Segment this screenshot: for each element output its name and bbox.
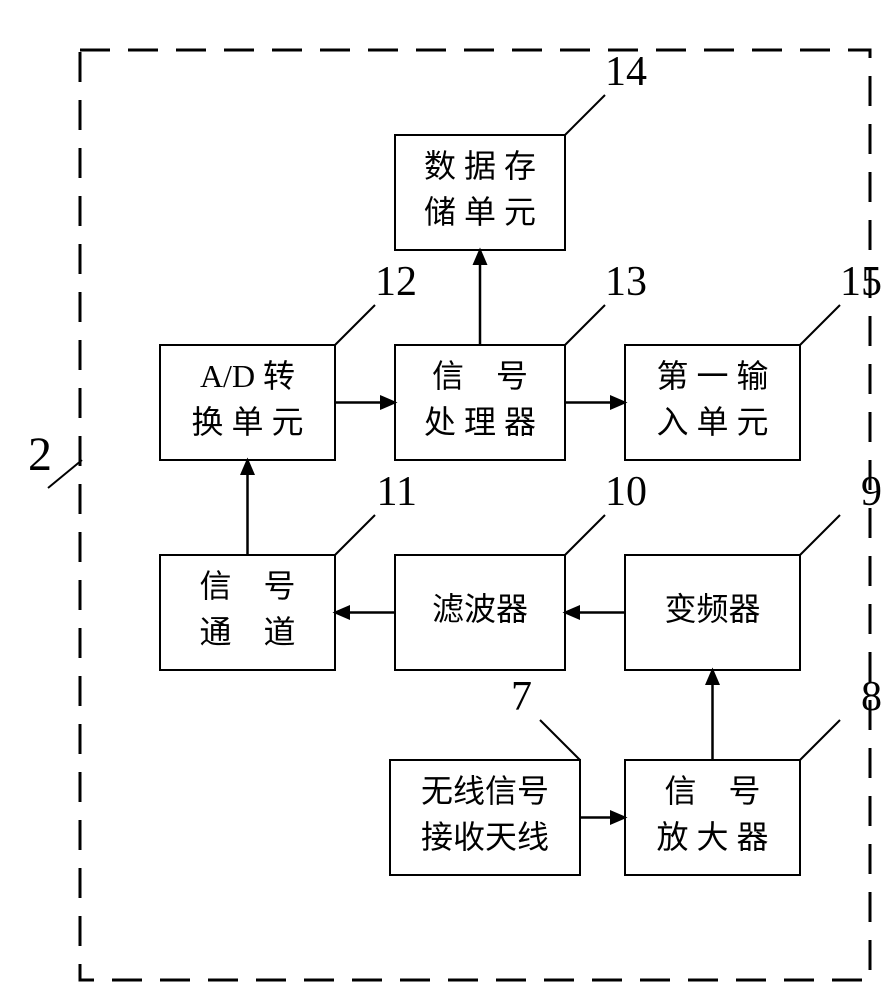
node-number: 8 <box>861 674 882 720</box>
node-text: 变频器 <box>664 591 760 627</box>
node-text-2: 处 理 器 <box>424 404 536 440</box>
node-text-1: 信 号 <box>432 358 528 394</box>
node-n11: 信 号通 道 11 <box>160 469 417 670</box>
node-text-1: 数 据 存 <box>424 148 536 184</box>
leader-line <box>565 305 605 345</box>
node-number: 14 <box>605 49 647 95</box>
node-text-1: 第 一 输 <box>656 358 768 394</box>
node-text-2: 接收天线 <box>421 819 549 855</box>
node-text-2: 放 大 器 <box>656 819 768 855</box>
node-text-1: 信 号 <box>199 568 295 604</box>
node-n9: 变频器 9 <box>625 469 882 670</box>
node-n12: A/D 转换 单 元 12 <box>160 259 417 460</box>
leader-line <box>335 305 375 345</box>
node-text-1: A/D 转 <box>200 358 295 394</box>
node-number: 13 <box>605 259 647 305</box>
leader-line <box>335 515 375 555</box>
node-number: 10 <box>605 469 647 515</box>
node-n10: 滤波器 10 <box>395 469 647 670</box>
node-number: 12 <box>375 259 417 305</box>
node-text-2: 入 单 元 <box>656 404 768 440</box>
node-n8: 信 号放 大 器 8 <box>625 674 882 875</box>
node-number: 15 <box>840 259 882 305</box>
leader-line <box>565 95 605 135</box>
leader-line <box>540 720 580 760</box>
node-n15: 第 一 输入 单 元 15 <box>625 259 882 460</box>
leader-line <box>565 515 605 555</box>
node-number: 9 <box>861 469 882 515</box>
node-n13: 信 号处 理 器 13 <box>395 259 647 460</box>
node-n7: 无线信号接收天线 7 <box>390 674 580 875</box>
node-text-1: 信 号 <box>664 773 760 809</box>
diagram-canvas: 2 无线信号接收天线7信 号放 大 器8变频器9滤波器10信 号通 道11A/D… <box>0 0 894 1000</box>
node-n14: 数 据 存储 单 元 14 <box>395 49 647 250</box>
node-text-2: 储 单 元 <box>424 194 536 230</box>
node-text-2: 通 道 <box>199 614 295 650</box>
leader-line <box>800 305 840 345</box>
arrows-group <box>248 250 713 818</box>
node-number: 7 <box>511 674 532 720</box>
outer-leader-line <box>48 460 82 488</box>
boxes-group: 无线信号接收天线7信 号放 大 器8变频器9滤波器10信 号通 道11A/D 转… <box>160 49 882 875</box>
node-text-1: 无线信号 <box>421 773 549 809</box>
outer-label: 2 <box>28 428 52 481</box>
node-text: 滤波器 <box>432 591 528 627</box>
node-text-2: 换 单 元 <box>191 404 303 440</box>
leader-line <box>800 515 840 555</box>
leader-line <box>800 720 840 760</box>
node-number: 11 <box>377 469 417 515</box>
